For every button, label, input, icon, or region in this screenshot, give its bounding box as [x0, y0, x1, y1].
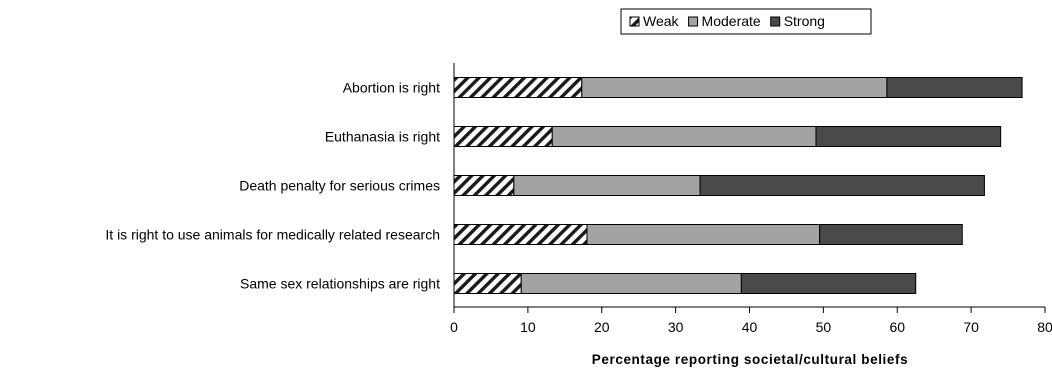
legend-swatch-moderate: [688, 16, 699, 27]
category-label: Death penalty for serious crimes: [239, 178, 440, 194]
category-label: It is right to use animals for medically…: [105, 227, 440, 243]
bar-segment-weak: [453, 126, 553, 147]
bar-segment-weak: [453, 273, 522, 294]
x-tick-label: 20: [594, 319, 610, 335]
bar-segment-weak: [453, 224, 588, 245]
x-tick-label: 70: [963, 319, 979, 335]
legend-swatch-weak: [629, 16, 640, 27]
x-tick-label: 60: [889, 319, 905, 335]
bar-segment-strong: [815, 126, 1002, 147]
category-label: Abortion is right: [343, 80, 440, 96]
legend-label: Strong: [784, 13, 825, 29]
legend-swatch-strong: [770, 16, 781, 27]
bar-segment-moderate: [520, 273, 742, 294]
x-tick-label: 10: [520, 319, 536, 335]
x-tick-label: 80: [1037, 319, 1052, 335]
bar-segment-strong: [819, 224, 963, 245]
bar-segment-strong: [740, 273, 917, 294]
bar-segment-moderate: [586, 224, 821, 245]
bar-segment-weak: [453, 175, 515, 196]
plot-area: Abortion is right Euthanasia is right Deat…: [105, 77, 1023, 294]
x-tick-label: 40: [742, 319, 758, 335]
category-label: Euthanasia is right: [325, 129, 440, 145]
category-label: Same sex relationships are right: [240, 276, 440, 292]
bar-segment-strong: [886, 77, 1023, 98]
legend-label: Moderate: [702, 13, 761, 29]
legend-box: [620, 8, 872, 35]
legend: Weak Moderate Strong: [620, 8, 872, 35]
x-tick-label: 0: [450, 319, 458, 335]
bar-segment-weak: [453, 77, 583, 98]
bar-segment-moderate: [581, 77, 888, 98]
legend-label: Weak: [643, 13, 680, 29]
bar-segment-moderate: [513, 175, 701, 196]
bar-segment-strong: [699, 175, 985, 196]
x-tick-label: 50: [816, 319, 832, 335]
x-axis-label: Percentage reporting societal/cultural b…: [592, 352, 908, 367]
x-axis: 0 10 20 30 40 50 60 70 80: [450, 63, 1052, 335]
x-tick-label: 30: [668, 319, 684, 335]
bar-segment-moderate: [551, 126, 817, 147]
